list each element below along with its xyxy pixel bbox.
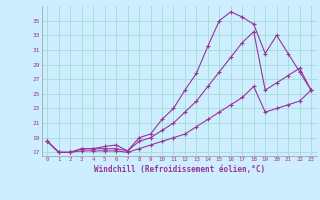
X-axis label: Windchill (Refroidissement éolien,°C): Windchill (Refroidissement éolien,°C) xyxy=(94,165,265,174)
